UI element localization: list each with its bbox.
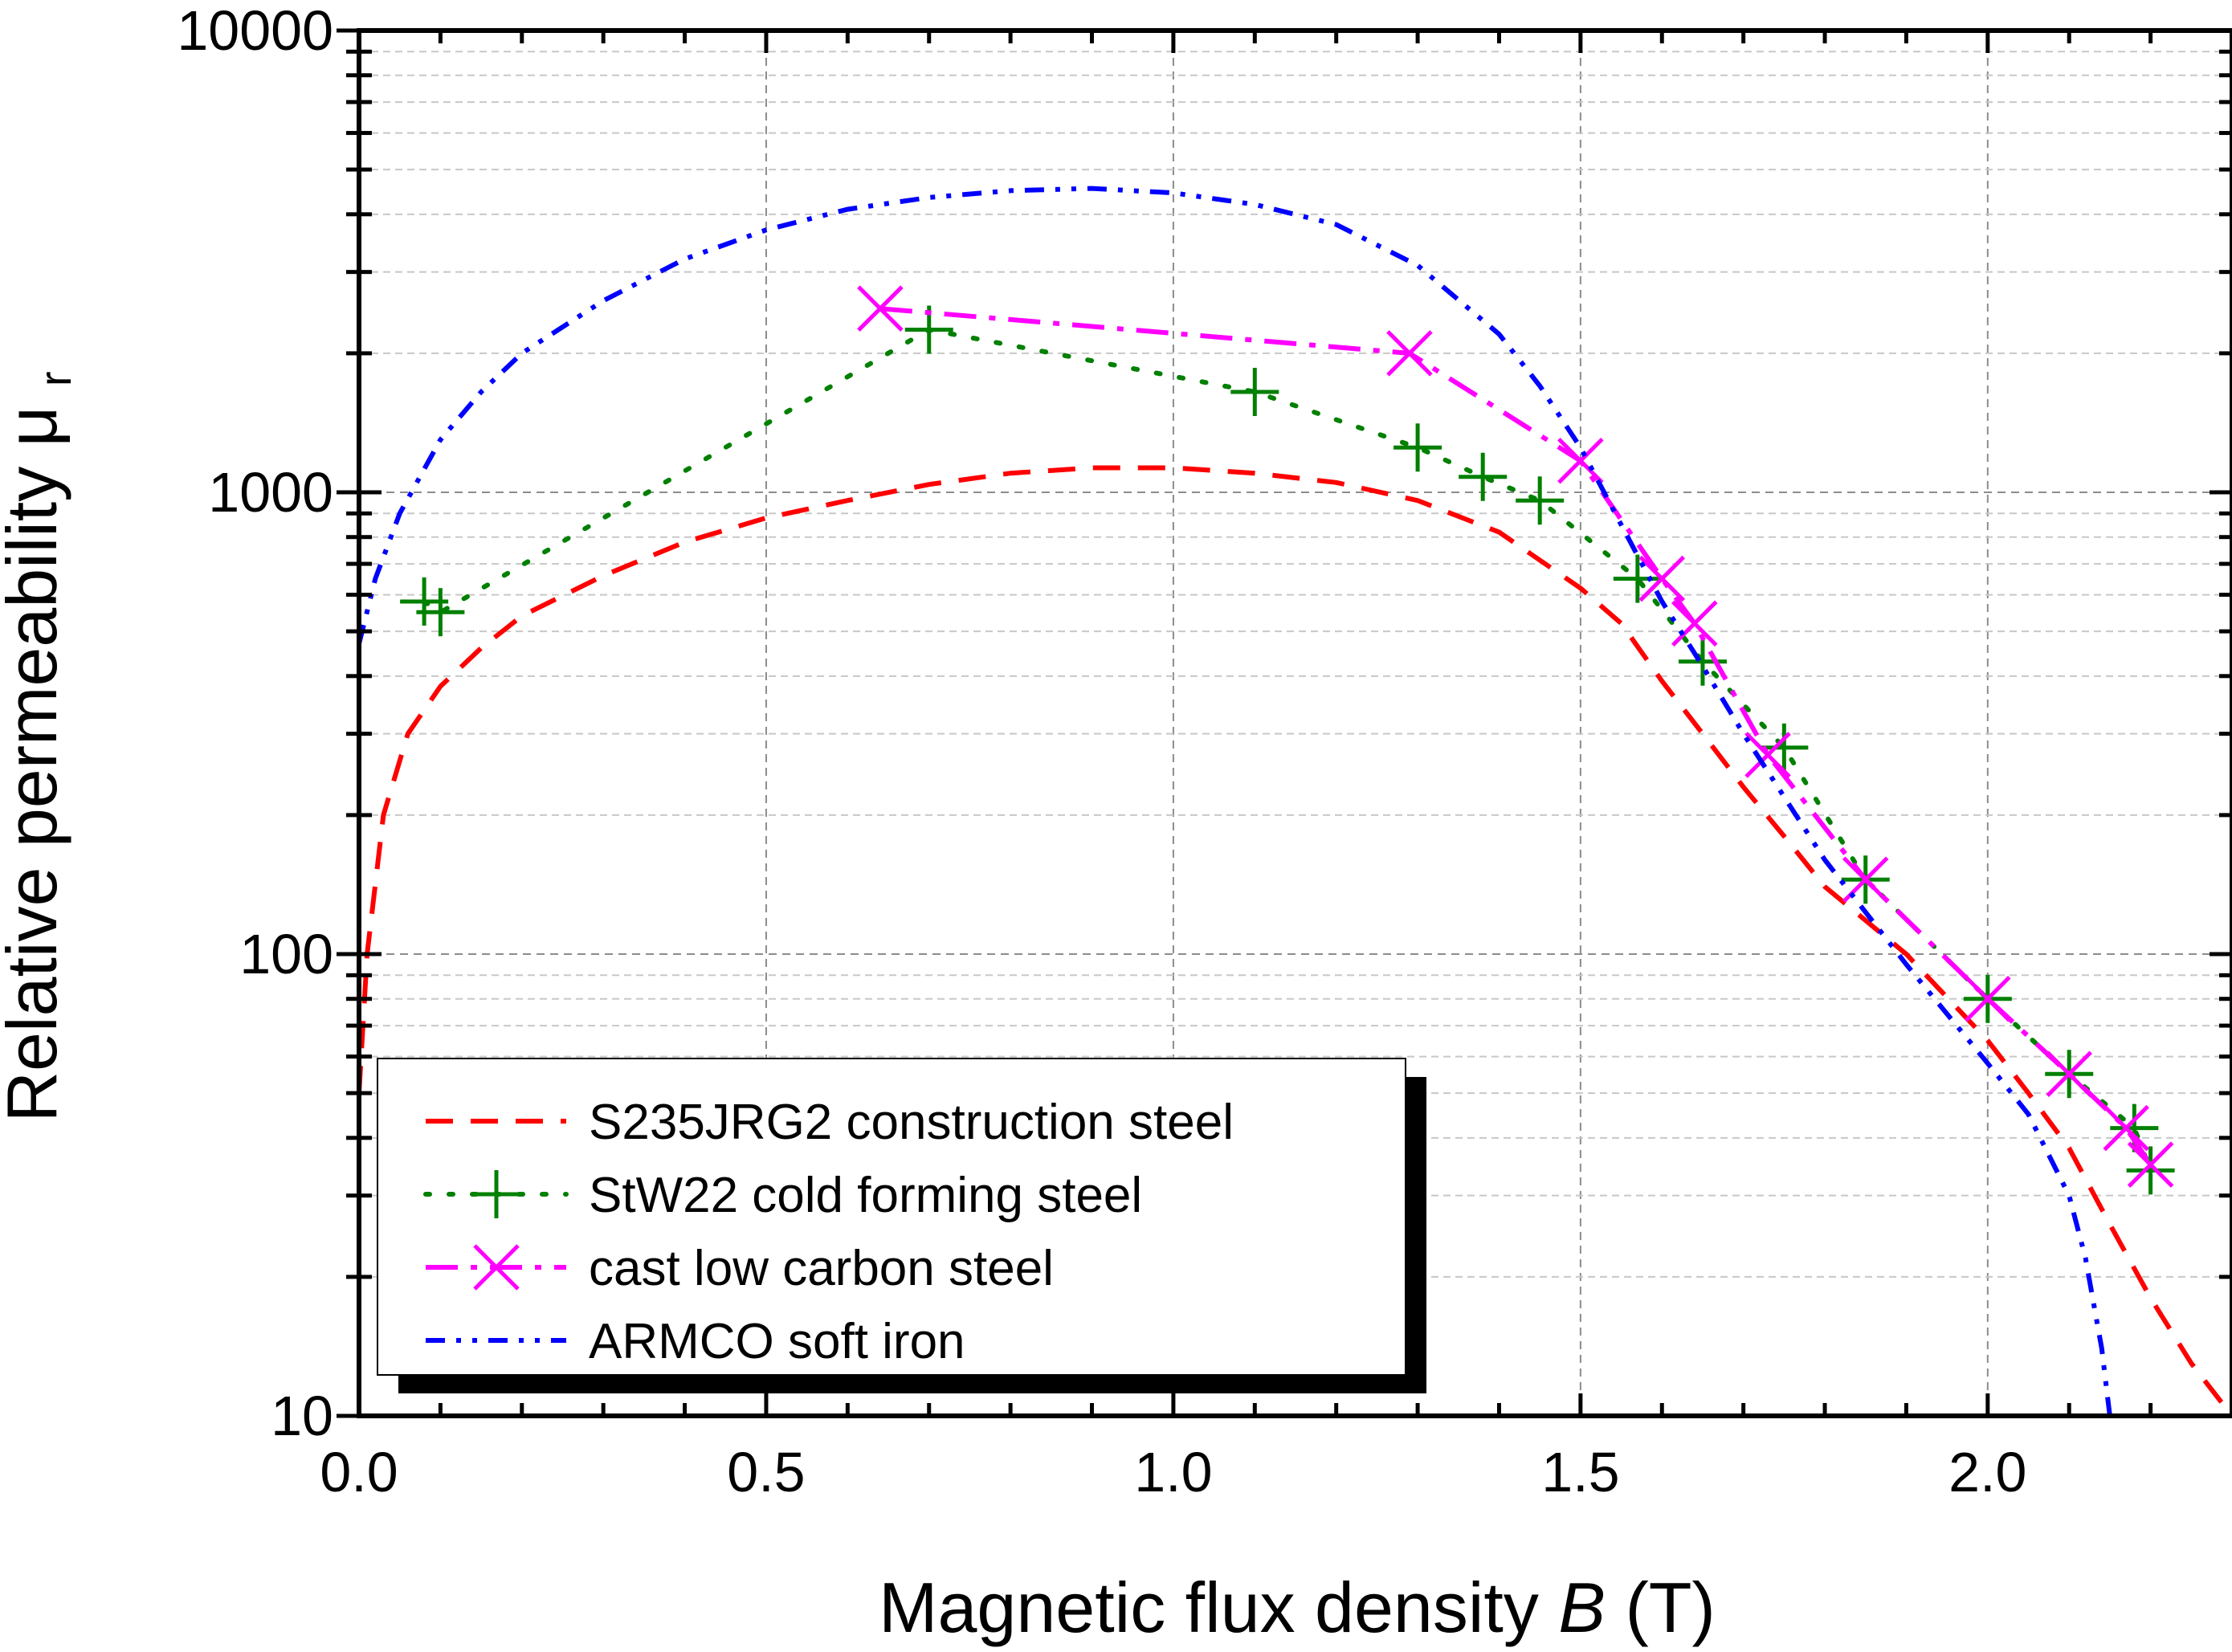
data-point-marker bbox=[1557, 438, 1604, 484]
series-layer bbox=[357, 186, 2232, 1417]
legend-label: ARMCO soft iron bbox=[589, 1314, 965, 1369]
data-point-marker bbox=[1965, 975, 2011, 1022]
y-tick-label: 100 bbox=[239, 923, 333, 985]
legend-marker bbox=[473, 1244, 520, 1291]
data-point-marker bbox=[2046, 1050, 2092, 1098]
y-tick-label: 10000 bbox=[177, 0, 333, 62]
x-axis-title-unit: (T) bbox=[1625, 1568, 1715, 1647]
y-tick-label: 1000 bbox=[208, 461, 333, 524]
data-point-marker bbox=[2127, 1141, 2174, 1188]
x-axis-title: Magnetic flux density B (T) bbox=[879, 1568, 1716, 1647]
legend: S235JRG2 construction steel StW22 cold fo… bbox=[377, 1058, 1426, 1393]
plot-frame bbox=[357, 28, 2232, 1418]
legend-label: cast low carbon steel bbox=[589, 1241, 1054, 1296]
y-axis-title-text: Relative permeability μ bbox=[0, 406, 71, 1123]
series-line bbox=[357, 186, 2112, 1417]
data-point-marker bbox=[1386, 330, 1433, 377]
data-point-marker bbox=[1671, 600, 1718, 647]
y-axis-title-subscript: r bbox=[30, 371, 80, 386]
x-tick-label: 0.0 bbox=[320, 1441, 398, 1503]
x-tick-label: 2.0 bbox=[1948, 1441, 2026, 1503]
series-1 bbox=[400, 305, 2175, 1195]
data-point-marker bbox=[1744, 732, 1791, 778]
legend-label: StW22 cold forming steel bbox=[589, 1168, 1142, 1223]
x-tick-label: 1.0 bbox=[1134, 1441, 1212, 1503]
data-point-marker bbox=[1638, 555, 1686, 602]
x-axis-title-variable: B bbox=[1558, 1568, 1606, 1647]
series-0 bbox=[357, 465, 2232, 1417]
axes: 0.0 0.5 1.0 1.5 2.0 10 100 1000 10000 bbox=[177, 0, 2232, 1503]
series-2 bbox=[857, 285, 2174, 1188]
legend-box bbox=[377, 1058, 1406, 1376]
series-line bbox=[357, 465, 2232, 1417]
legend-entry: S235JRG2 construction steel bbox=[426, 1095, 1234, 1150]
legend-label: S235JRG2 construction steel bbox=[589, 1095, 1234, 1150]
x-tick-label: 0.5 bbox=[727, 1441, 805, 1503]
series-3 bbox=[357, 186, 2112, 1417]
x-axis-title-text: Magnetic flux density bbox=[879, 1568, 1539, 1647]
legend-items: S235JRG2 construction steel StW22 cold fo… bbox=[423, 1095, 1234, 1369]
legend-entry: ARMCO soft iron bbox=[426, 1314, 965, 1369]
data-point-marker bbox=[2103, 1104, 2149, 1152]
y-axis-title: Relative permeability μ r bbox=[0, 371, 80, 1122]
data-point-marker bbox=[857, 285, 904, 332]
y-tick-label: 10 bbox=[271, 1385, 333, 1447]
grid bbox=[359, 31, 2232, 1416]
legend-entry: cast low carbon steel bbox=[426, 1241, 1054, 1296]
legend-entry: StW22 cold forming steel bbox=[423, 1168, 1142, 1223]
x-tick-label: 1.5 bbox=[1541, 1441, 1619, 1503]
